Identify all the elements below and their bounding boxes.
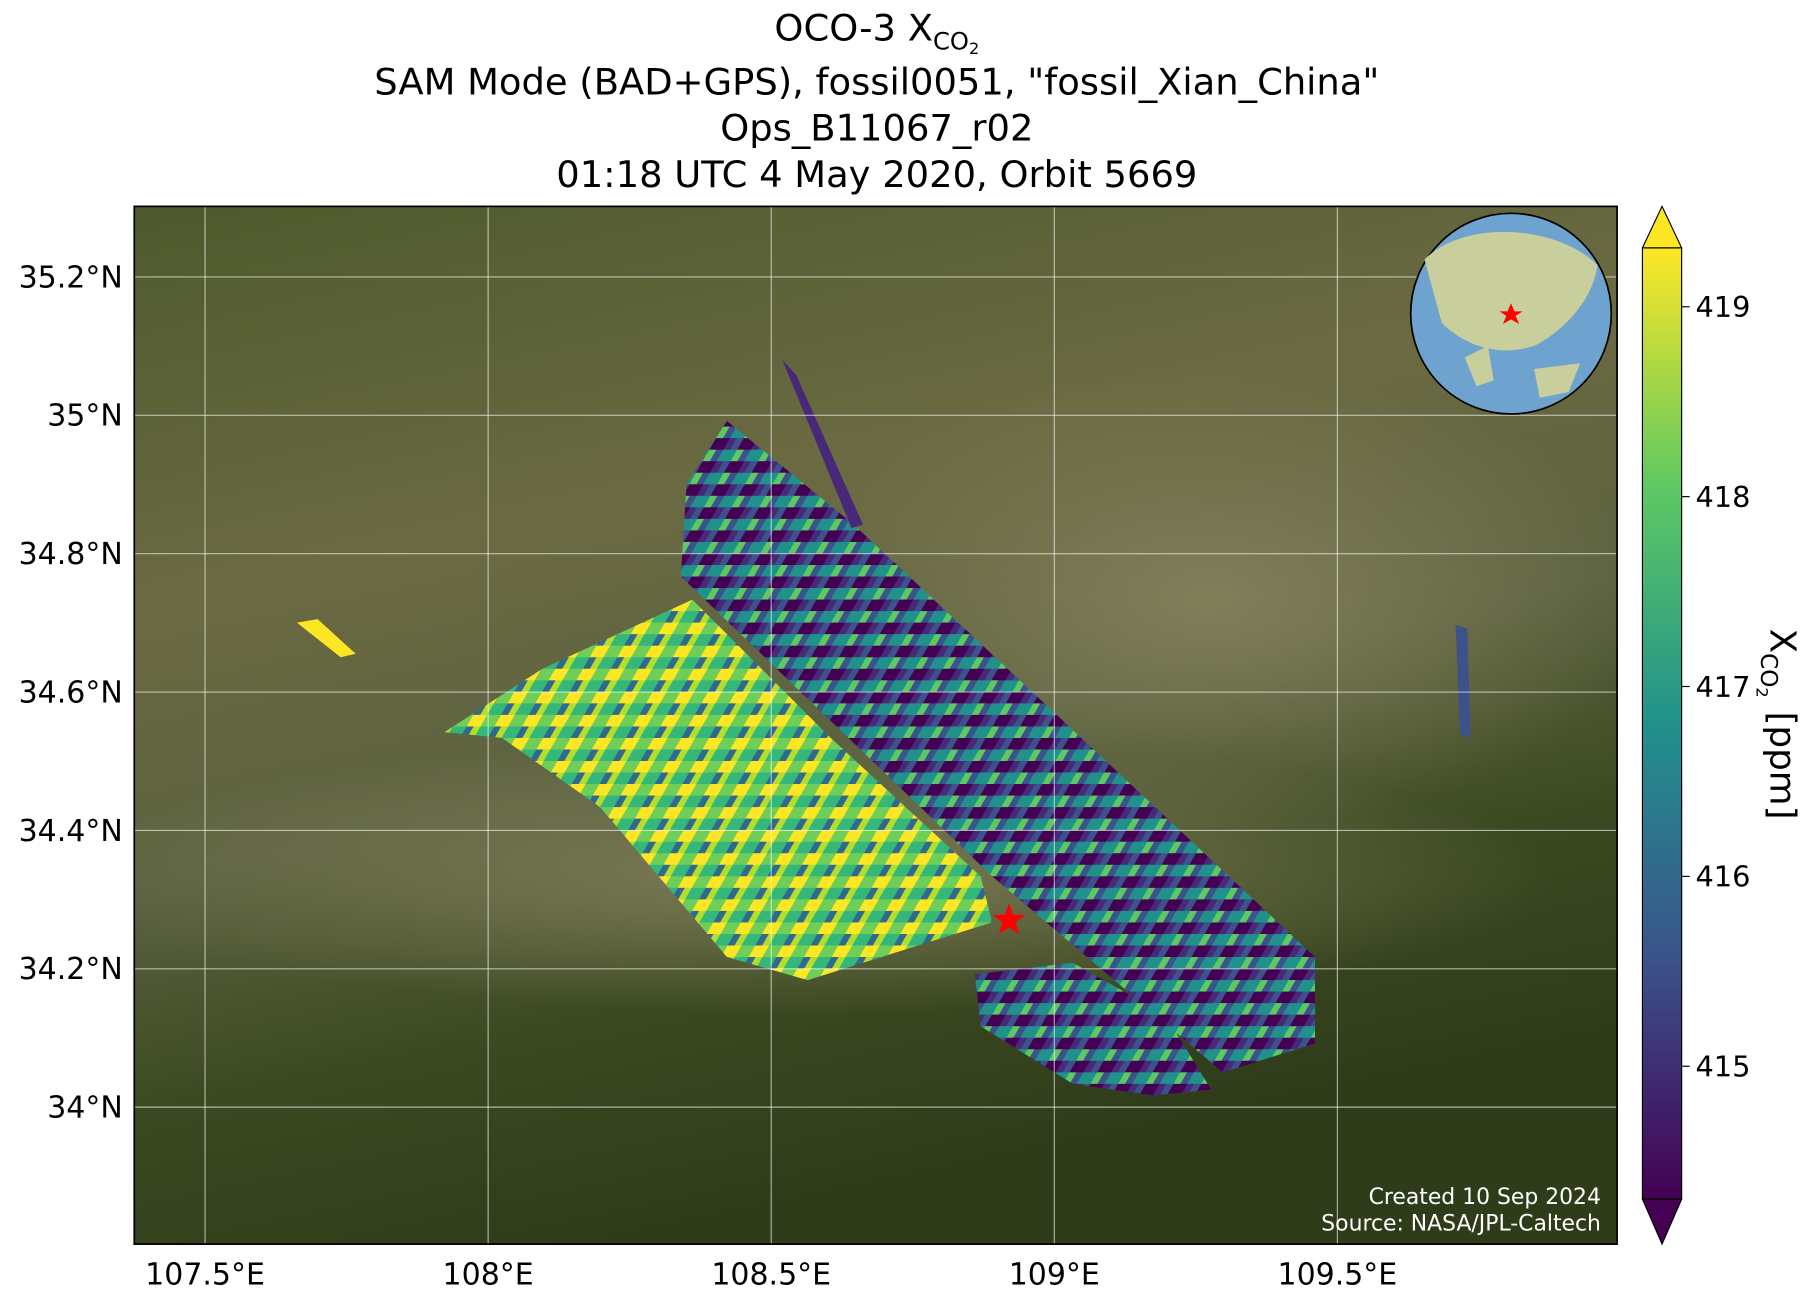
x-tick-label: 107.5°E <box>145 1257 265 1292</box>
credit: Source: NASA/JPL-Caltech <box>1321 1211 1601 1236</box>
title: OCO-3 XCO2 <box>774 6 979 58</box>
y-tick-label: 35°N <box>47 399 123 434</box>
x-tick-label: 109°E <box>1009 1257 1100 1292</box>
swath <box>974 962 1212 1096</box>
colorbar-tick-label: 417 <box>1695 670 1750 704</box>
x-tick-label: 108.5°E <box>711 1257 831 1292</box>
swath <box>1455 624 1471 738</box>
swath <box>680 420 1315 1073</box>
colorbar-tick-label: 416 <box>1695 860 1750 894</box>
y-tick-label: 34.8°N <box>19 537 123 572</box>
colorbar-tick-label: 418 <box>1695 480 1750 514</box>
credit: Created 10 Sep 2024 <box>1369 1185 1601 1210</box>
map-area <box>134 206 1618 1245</box>
colorbar-extend <box>1641 1198 1683 1246</box>
map-frame <box>133 205 1618 1245</box>
y-tick-label: 34.4°N <box>19 814 123 849</box>
y-tick-label: 34°N <box>47 1091 123 1126</box>
colorbar-label: XCO2[ppm] <box>1753 629 1803 820</box>
subtitle: 01:18 UTC 4 May 2020, Orbit 5669 <box>556 153 1197 196</box>
inset-globe <box>1409 212 1613 415</box>
colorbar-tick-label: 415 <box>1695 1050 1750 1084</box>
y-tick-label: 34.6°N <box>19 675 123 710</box>
subtitle: SAM Mode (BAD+GPS), fossil0051, "fossil_… <box>374 61 1379 104</box>
y-tick-label: 34.2°N <box>19 952 123 987</box>
swath <box>444 599 993 981</box>
swath <box>782 359 863 529</box>
colorbar-frame <box>1641 247 1683 1200</box>
swath <box>296 619 356 658</box>
colorbar-tick-label: 419 <box>1695 290 1750 324</box>
x-tick-label: 108°E <box>443 1257 534 1292</box>
colorbar-extend <box>1641 205 1683 249</box>
subtitle: Ops_B11067_r02 <box>720 107 1033 150</box>
x-tick-label: 109.5°E <box>1278 1257 1398 1292</box>
site-marker <box>992 903 1026 935</box>
colorbar <box>1642 247 1682 1200</box>
y-tick-label: 35.2°N <box>19 260 123 295</box>
